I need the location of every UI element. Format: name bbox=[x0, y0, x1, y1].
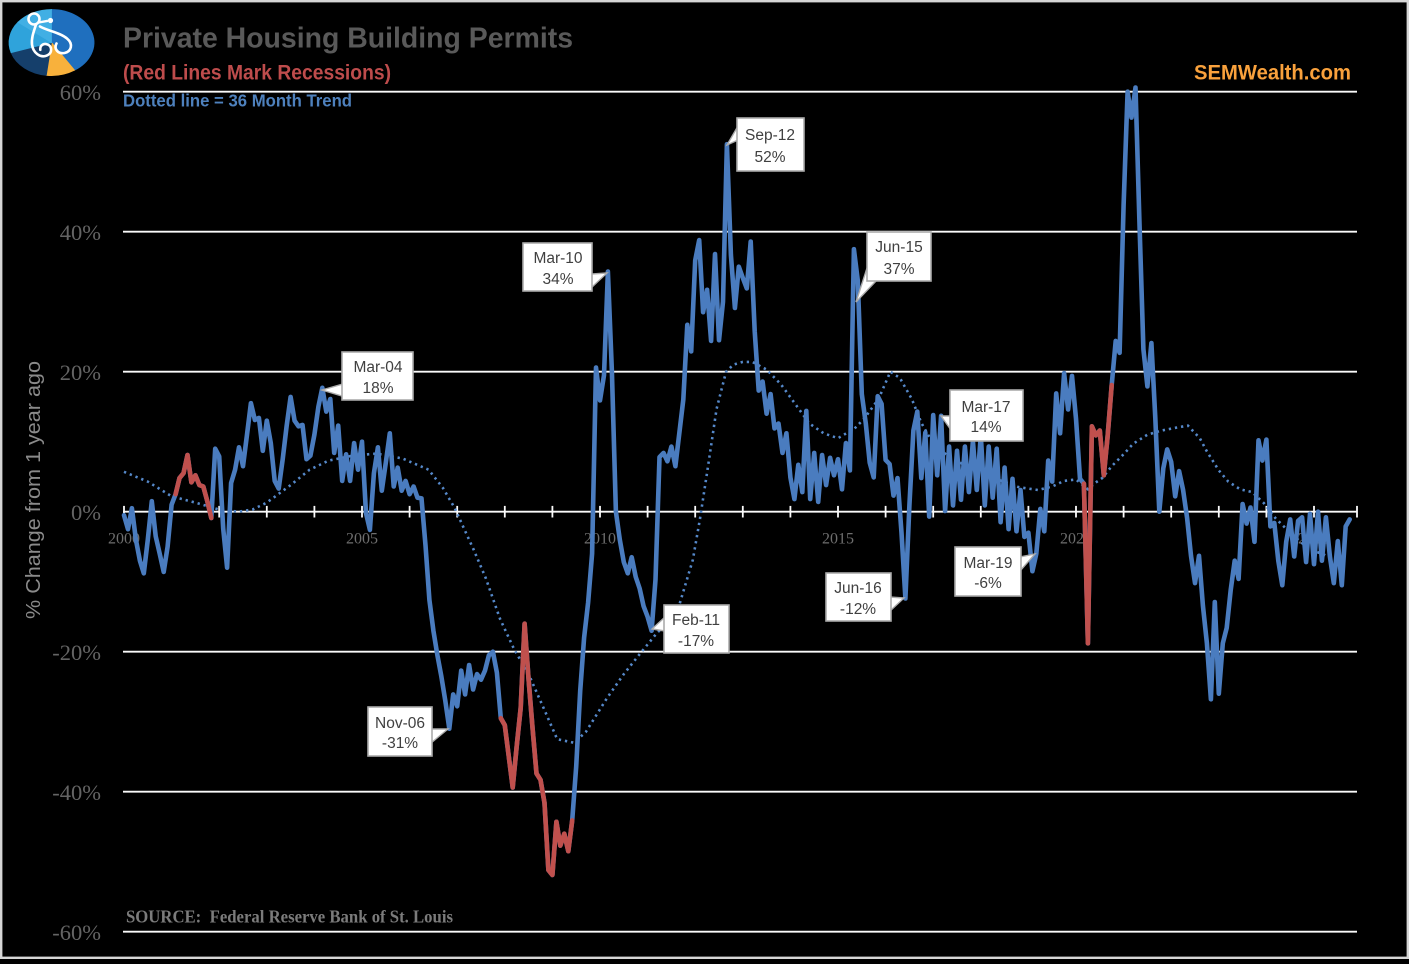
svg-text:% Change from 1 year ago: % Change from 1 year ago bbox=[22, 361, 45, 619]
svg-text:0%: 0% bbox=[71, 500, 101, 525]
svg-text:(Red Lines Mark Recessions): (Red Lines Mark Recessions) bbox=[123, 62, 391, 85]
svg-text:-40%: -40% bbox=[52, 780, 101, 805]
svg-text:37%: 37% bbox=[883, 261, 914, 278]
svg-text:40%: 40% bbox=[60, 220, 101, 245]
svg-text:14%: 14% bbox=[970, 419, 1001, 436]
svg-text:-17%: -17% bbox=[678, 633, 714, 650]
svg-text:Feb-11: Feb-11 bbox=[672, 612, 720, 629]
svg-text:20%: 20% bbox=[60, 360, 101, 385]
svg-text:34%: 34% bbox=[542, 271, 573, 288]
svg-text:Mar-04: Mar-04 bbox=[353, 359, 402, 376]
svg-text:SEMWealth.com: SEMWealth.com bbox=[1194, 61, 1351, 84]
svg-text:60%: 60% bbox=[60, 80, 101, 105]
svg-text:Mar-10: Mar-10 bbox=[533, 250, 582, 267]
svg-text:Mar-17: Mar-17 bbox=[961, 399, 1010, 416]
svg-text:-31%: -31% bbox=[382, 735, 418, 752]
svg-text:Sep-12: Sep-12 bbox=[745, 127, 795, 144]
svg-text:-60%: -60% bbox=[52, 920, 101, 945]
svg-text:Private Housing Building Permi: Private Housing Building Permits bbox=[123, 23, 573, 55]
svg-text:Mar-19: Mar-19 bbox=[963, 555, 1012, 572]
svg-text:Jun-15: Jun-15 bbox=[875, 239, 922, 256]
svg-text:2000: 2000 bbox=[108, 531, 140, 548]
svg-text:52%: 52% bbox=[754, 149, 785, 166]
svg-text:-20%: -20% bbox=[52, 640, 101, 665]
svg-text:SOURCE: Federal Reserve Bank: SOURCE: Federal Reserve Bank of St. Loui… bbox=[126, 907, 453, 927]
svg-text:Dotted line = 36 Month Trend: Dotted line = 36 Month Trend bbox=[123, 91, 352, 111]
svg-text:Nov-06: Nov-06 bbox=[375, 715, 425, 732]
svg-text:-12%: -12% bbox=[840, 601, 876, 618]
svg-text:2015: 2015 bbox=[822, 531, 854, 548]
svg-text:18%: 18% bbox=[362, 380, 393, 397]
svg-text:Jun-16: Jun-16 bbox=[834, 580, 881, 597]
svg-text:-6%: -6% bbox=[974, 575, 1002, 592]
svg-text:2005: 2005 bbox=[346, 531, 378, 548]
svg-text:2010: 2010 bbox=[584, 531, 616, 548]
